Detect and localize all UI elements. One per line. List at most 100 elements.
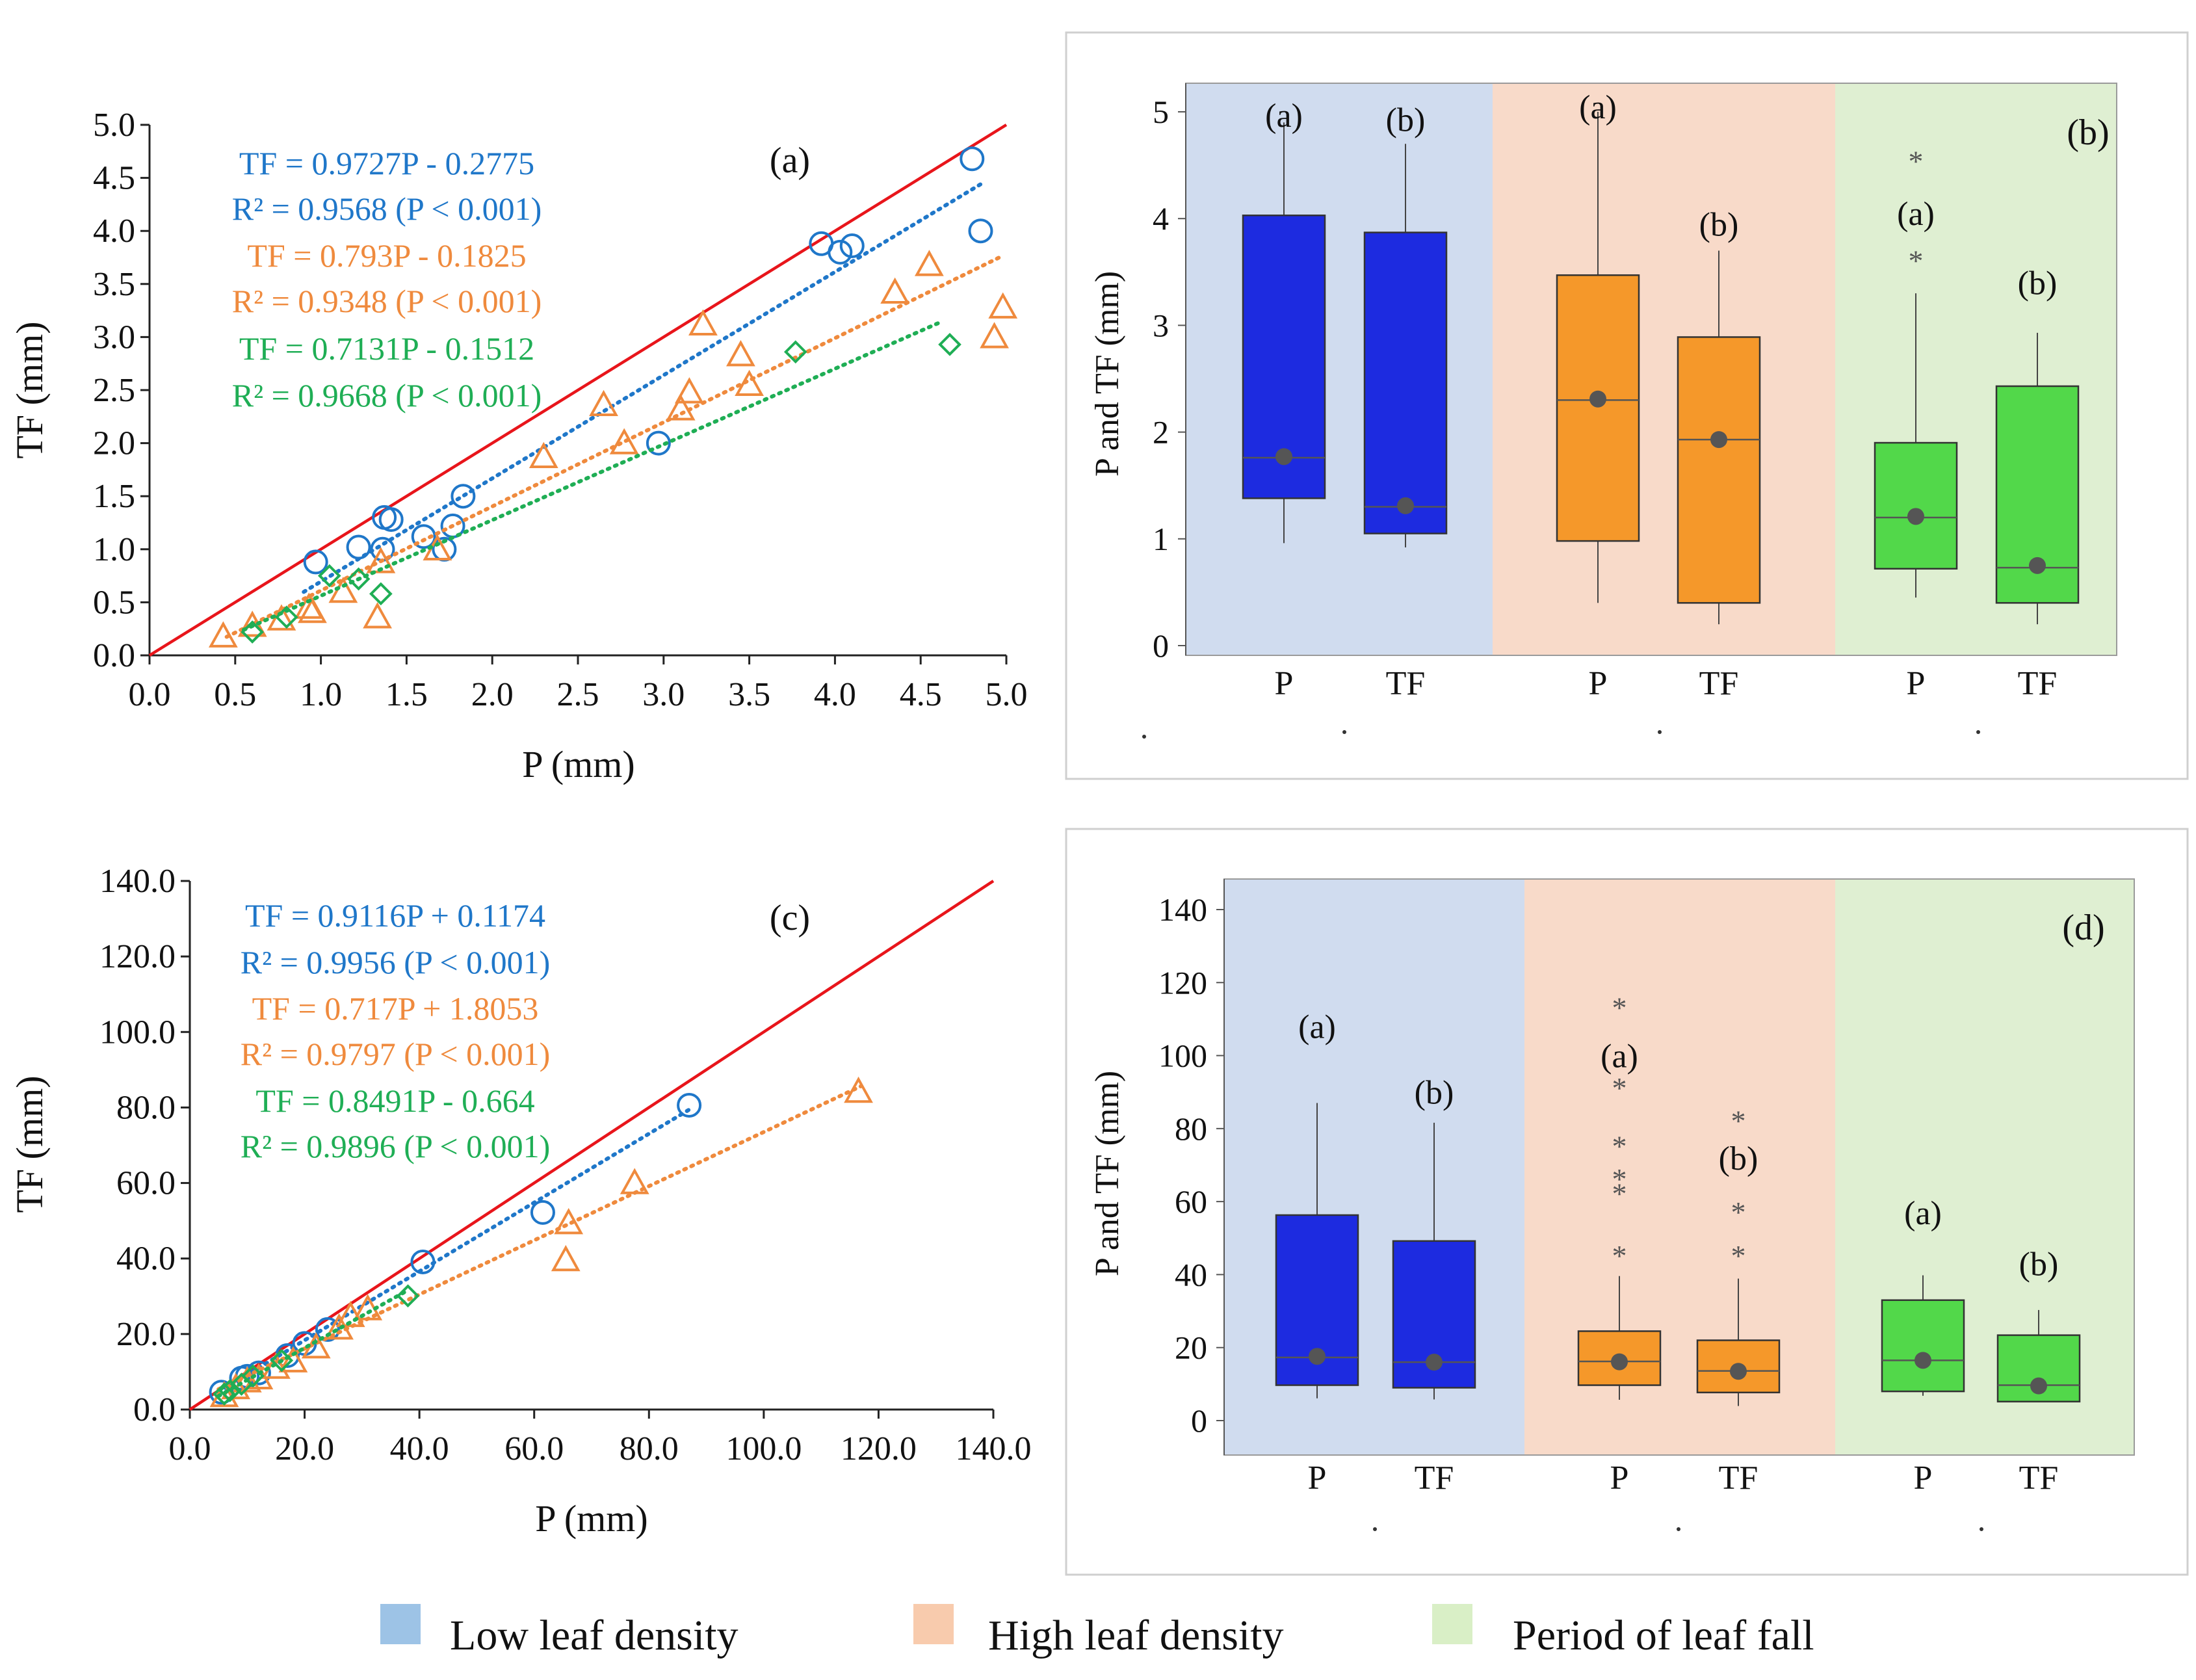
y-tick-label: 4: [1153, 200, 1169, 237]
x-tick-label: 3.5: [728, 676, 770, 713]
x-tick-label: 5.0: [986, 676, 1028, 713]
y-tick-label: 3: [1153, 307, 1169, 343]
point-high: [666, 394, 696, 421]
point-low: [411, 524, 436, 549]
box-fall: [1881, 1299, 1965, 1393]
point-low: [410, 1249, 436, 1274]
point-low: [839, 233, 865, 259]
y-axis-label: TF (mm): [8, 321, 51, 458]
mean-dot: [1397, 497, 1414, 514]
y-tick-label: 120.0: [99, 938, 176, 975]
significance-letter: (b): [1386, 101, 1426, 138]
decorative-dot: [1342, 730, 1346, 734]
outlier-asterisk: *: [1731, 1104, 1746, 1137]
point-high: [914, 250, 944, 276]
point-fall: [346, 567, 371, 591]
box-low: [1363, 231, 1448, 534]
point-high: [529, 441, 558, 469]
point-low: [346, 534, 371, 560]
y-tick-label: 80: [1175, 1110, 1207, 1147]
point-high: [609, 428, 639, 454]
mean-dot: [1915, 1352, 1931, 1369]
point-low: [677, 1092, 702, 1118]
r-squared-low: R² = 0.9956 (P < 0.001): [241, 944, 551, 980]
x-tick-label: 0.0: [129, 676, 171, 713]
outlier-asterisk: *: [1612, 1239, 1627, 1272]
decorative-dot: [1677, 1527, 1680, 1531]
legend-swatch-high: [913, 1604, 954, 1644]
y-tick-label: 0.0: [93, 637, 135, 674]
significance-letter: (a): [1265, 98, 1303, 135]
equation-high: TF = 0.793P - 0.1825: [247, 237, 526, 274]
significance-letter: (b): [1415, 1075, 1454, 1112]
outlier-asterisk: *: [1612, 1162, 1627, 1196]
box-fall: [1874, 441, 1958, 570]
r-squared-high: R² = 0.9797 (P < 0.001): [241, 1036, 551, 1072]
y-tick-label: 2: [1153, 414, 1169, 451]
x-category-label: TF: [2018, 665, 2058, 702]
x-category-label: P: [1914, 1460, 1933, 1497]
point-high: [208, 621, 238, 648]
panel-c-scatter: 0.0 20.0 40.0 60.0 80.0 100.0 120.0 140.0 0.0 20.…: [8, 863, 1032, 1540]
x-category-label: TF: [2019, 1460, 2059, 1497]
decorative-dot: [1373, 1527, 1377, 1531]
y-tick-label: 4.0: [93, 213, 135, 250]
significance-letter: (b): [2018, 265, 2058, 302]
point-fall: [396, 1284, 420, 1308]
equation-low: TF = 0.9727P - 0.2775: [239, 145, 534, 181]
point-high: [735, 369, 764, 397]
point-high: [366, 547, 396, 573]
mean-dot: [1309, 1348, 1326, 1365]
x-tick-label: 20.0: [275, 1430, 334, 1467]
x-tick-label: 3.0: [642, 676, 685, 713]
point-high: [324, 1313, 354, 1340]
point-fall: [270, 1348, 294, 1372]
y-axis-label: TF (mm): [8, 1075, 51, 1213]
point-high: [221, 1372, 251, 1400]
outlier-asterisk: *: [1612, 1130, 1627, 1163]
panel-label: (c): [770, 898, 810, 938]
mean-dot: [1730, 1363, 1747, 1380]
one-to-one-line: [148, 124, 1008, 657]
y-tick-label: 0.5: [93, 584, 135, 621]
point-high: [267, 604, 296, 631]
significance-letter: (b): [1719, 1140, 1758, 1177]
legend-swatch-low: [380, 1604, 421, 1644]
y-tick-label: 2.0: [93, 425, 135, 462]
x-category-label: TF: [1386, 665, 1426, 702]
panel-d-boxplot: 0 20 40 60 80 100 120 140 P and TF (mm) (a) P (b) TF…: [1065, 828, 2189, 1576]
point-high: [363, 602, 392, 629]
point-fall: [369, 582, 393, 606]
background-band-high: [1524, 879, 1835, 1455]
mean-dot: [1907, 508, 1924, 525]
y-tick-label: 5: [1153, 94, 1169, 130]
x-category-label: P: [1610, 1460, 1629, 1497]
legend-label-high: High leaf density: [988, 1612, 1284, 1659]
point-low: [315, 1317, 340, 1342]
y-tick-label: 20: [1175, 1330, 1207, 1366]
x-tick-label: 60.0: [504, 1430, 564, 1467]
x-tick-label: 2.5: [557, 676, 599, 713]
legend-label-fall: Period of leaf fall: [1513, 1612, 1814, 1659]
outlier-asterisk: *: [1612, 1177, 1627, 1211]
y-tick-label: 1.0: [93, 531, 135, 568]
x-axis-label: P (mm): [522, 743, 634, 785]
y-tick-label: 0.0: [133, 1391, 176, 1428]
y-tick-label: 40.0: [116, 1240, 176, 1278]
y-tick-label: 3.5: [93, 266, 135, 303]
point-low: [646, 430, 671, 456]
r-squared-fall: R² = 0.9896 (P < 0.001): [241, 1128, 551, 1164]
point-fall: [317, 564, 341, 588]
legend-item-low: Low leaf density: [380, 1604, 739, 1659]
x-category-label: P: [1589, 665, 1608, 702]
mean-dot: [2030, 1377, 2047, 1395]
point-high: [844, 1076, 873, 1103]
x-category-label: TF: [1719, 1460, 1758, 1497]
panel-b-boxplot: 0 1 2 3 4 5 P and TF (mm) (a) P (b) TF (a) P (b) TF * * (…: [1065, 31, 2189, 780]
box-high: [1556, 274, 1640, 542]
one-to-one-line: [189, 880, 995, 1411]
point-fall: [275, 605, 298, 629]
legend-swatch-fall: [1432, 1604, 1472, 1644]
point-low: [378, 507, 404, 532]
panel-label: (d): [2062, 908, 2104, 948]
